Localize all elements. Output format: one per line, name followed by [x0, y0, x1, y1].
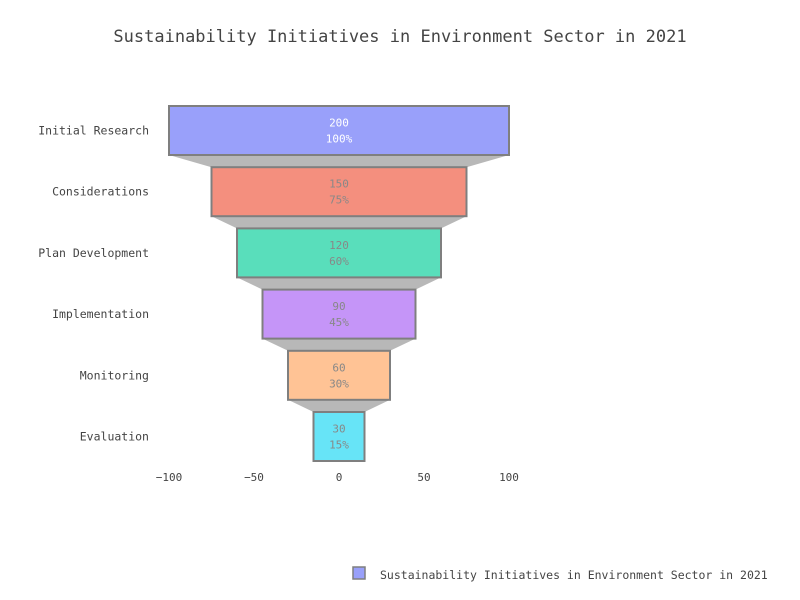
bar-value-label: 120 — [329, 239, 349, 252]
x-axis-ticks: −100 −50 0 50 100 — [156, 471, 519, 484]
bar-value-label: 60 — [332, 361, 345, 374]
funnel-bars — [168, 105, 510, 462]
x-tick-label: 0 — [336, 471, 343, 484]
legend[interactable]: Sustainability Initiatives in Environmen… — [352, 566, 768, 582]
bar-value-label: 30 — [332, 423, 345, 436]
x-tick-label: −50 — [244, 471, 264, 484]
chart-title: Sustainability Initiatives in Environmen… — [113, 27, 686, 47]
funnel-connector — [237, 277, 441, 290]
category-label: Implementation — [52, 307, 149, 321]
bar-value-label: 150 — [329, 178, 349, 191]
x-tick-label: 50 — [417, 471, 430, 484]
funnel-bar[interactable] — [312, 411, 366, 462]
funnel-bar[interactable] — [210, 166, 468, 218]
bar-value-labels: 200 100% 150 75% 120 60% 90 45% 60 30% 30 15% — [326, 117, 353, 452]
bar-value-label: 90 — [332, 300, 345, 313]
legend-swatch[interactable] — [352, 566, 366, 580]
bar-percent-label: 100% — [326, 133, 353, 146]
funnel-connector — [211, 216, 467, 229]
funnel-connectors — [169, 155, 509, 412]
funnel-bar[interactable] — [287, 349, 391, 401]
bar-percent-label: 60% — [329, 255, 349, 268]
bar-percent-label: 30% — [329, 377, 349, 390]
funnel-bar[interactable] — [236, 227, 442, 279]
category-label: Monitoring — [80, 368, 149, 382]
x-tick-label: −100 — [156, 471, 183, 484]
funnel-connector — [288, 399, 390, 412]
funnel-bar[interactable] — [261, 288, 417, 340]
bar-value-label: 200 — [329, 117, 349, 130]
funnel-connector — [262, 338, 416, 351]
funnel-bar[interactable] — [168, 105, 510, 156]
category-labels: Initial Research Considerations Plan Devel… — [38, 124, 149, 444]
category-label: Initial Research — [38, 124, 149, 138]
bar-percent-label: 75% — [329, 194, 349, 207]
category-label: Evaluation — [80, 430, 149, 444]
funnel-connector — [169, 155, 509, 168]
bar-percent-label: 15% — [329, 439, 349, 452]
bar-percent-label: 45% — [329, 316, 349, 329]
x-tick-label: 100 — [499, 471, 519, 484]
category-label: Plan Development — [38, 246, 149, 260]
legend-label[interactable]: Sustainability Initiatives in Environmen… — [380, 568, 768, 582]
category-label: Considerations — [52, 185, 149, 199]
